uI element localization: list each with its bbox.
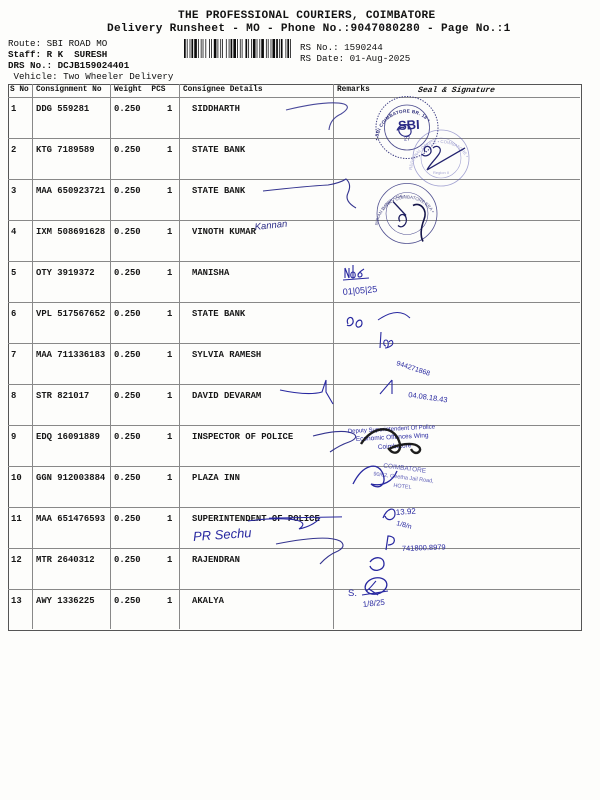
svg-text:13.92: 13.92 — [396, 507, 417, 517]
svg-text:741800.8979: 741800.8979 — [402, 543, 446, 554]
svg-text:01|05|25: 01|05|25 — [342, 284, 377, 297]
svg-text:HOTEL: HOTEL — [393, 483, 412, 491]
svg-text:27: 27 — [404, 137, 410, 143]
svg-text:1/8/n: 1/8/n — [395, 520, 412, 531]
svg-text:04.08.18.43: 04.08.18.43 — [408, 390, 448, 404]
svg-text:1/8/25: 1/8/25 — [362, 598, 386, 609]
svg-text:Region II: Region II — [433, 170, 449, 175]
svg-text:S.: S. — [348, 588, 357, 599]
svg-text:Kannan: Kannan — [254, 219, 288, 233]
svg-text:944271868: 944271868 — [395, 361, 431, 378]
